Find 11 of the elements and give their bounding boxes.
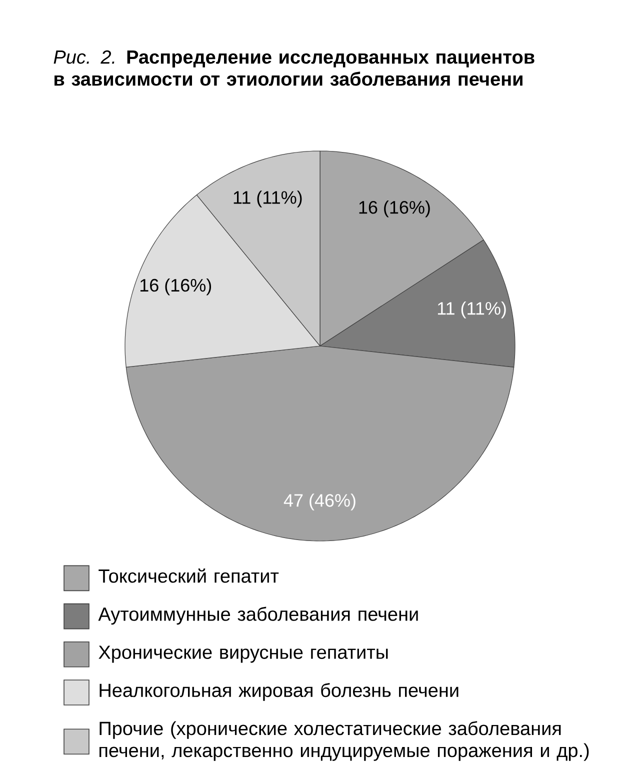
chart-title: Рис. 2. Распределение исследованных пациентов в зависимости от этиологии заболевания печени xyxy=(54,50,534,86)
data-label: 16 (16%) xyxy=(140,278,212,296)
legend-label: Аутоиммунные заболевания печени xyxy=(98,606,418,625)
data-label: 11 (11%) xyxy=(438,302,506,318)
data-label: 47 (46%) xyxy=(284,494,356,510)
data-label: 16 (16%) xyxy=(359,200,430,218)
legend-label: Хронические вирусные гепатиты xyxy=(98,646,388,663)
legend-label: Токсический гепатит xyxy=(98,568,279,583)
legend-label: Прочие (хронические холестатические заболевания печени, лекарственно индуцируемые поражения и др.) xyxy=(100,721,589,761)
legend-label: Неалкогольная жировая болезнь печени xyxy=(100,682,458,701)
data-label: 11 (11%) xyxy=(234,190,302,208)
